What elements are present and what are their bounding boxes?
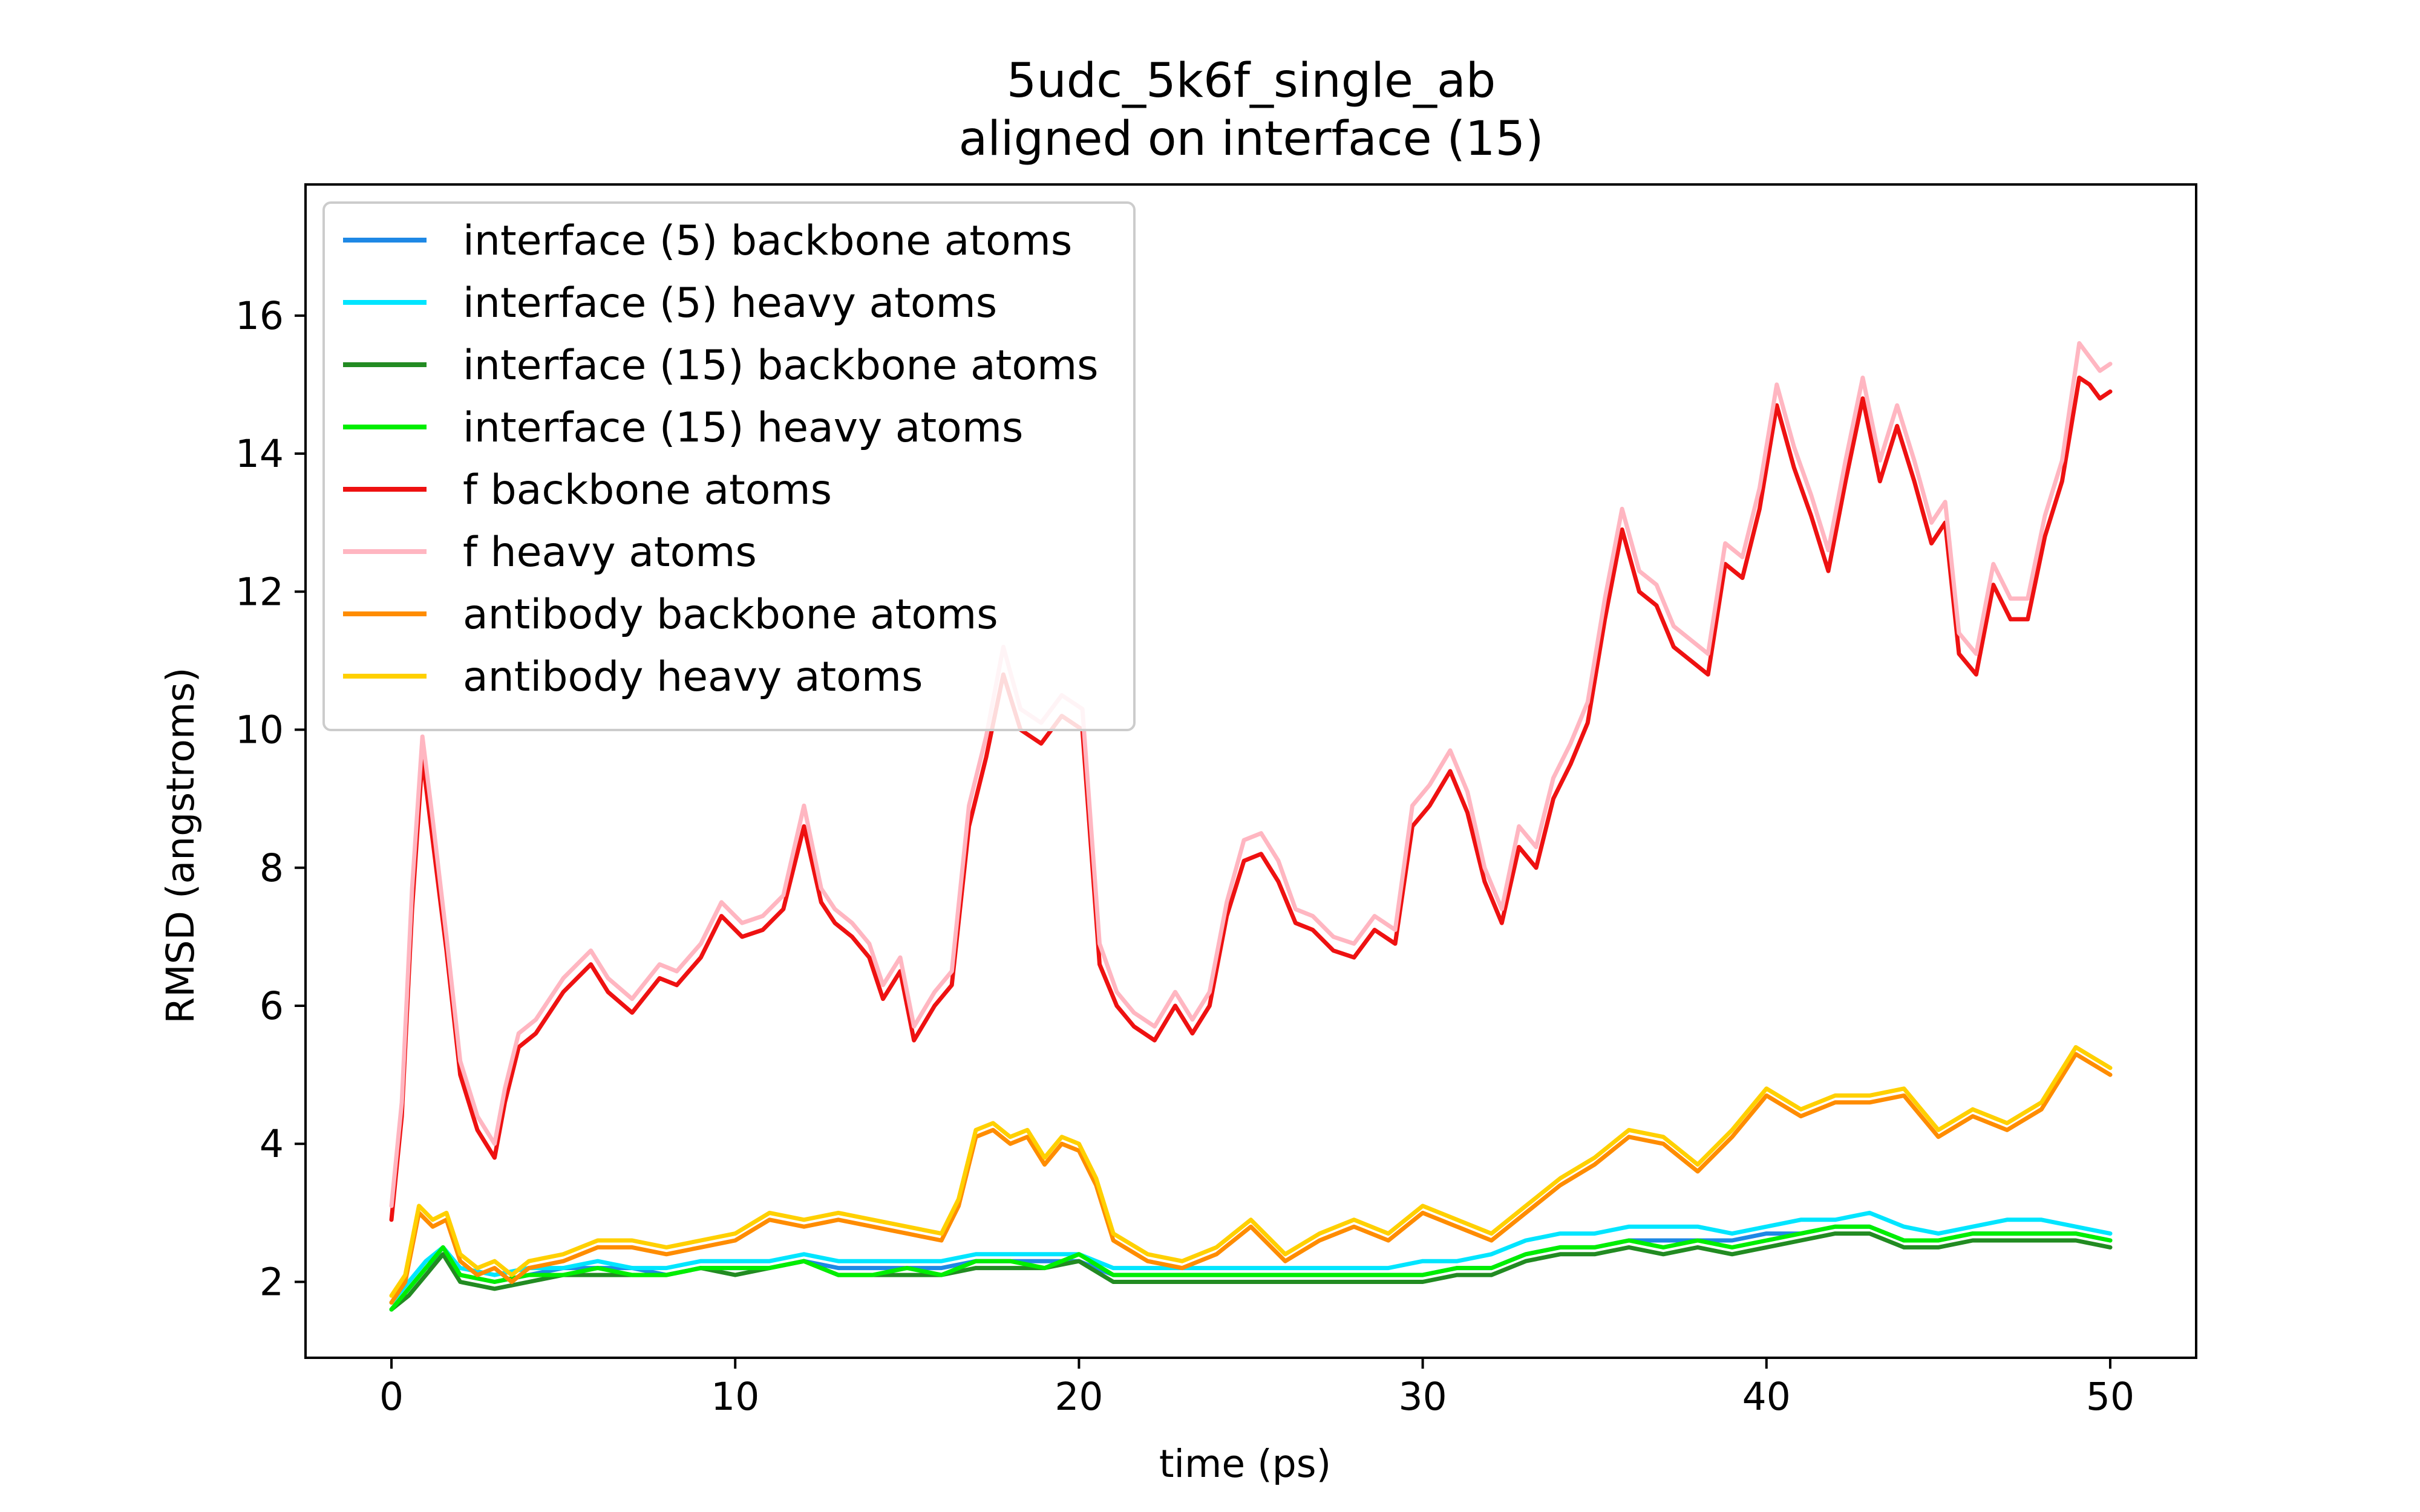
series-line-4 [389,1224,2113,1312]
legend-label: antibody backbone atoms [463,591,998,639]
y-axis-label: RMSD (angstroms) [159,667,203,1023]
x-tick-label: 0 [379,1375,404,1419]
x-tick-label: 10 [711,1375,759,1419]
legend-label: interface (15) backbone atoms [463,342,1099,389]
x-tick-label: 50 [2086,1375,2134,1419]
legend-label: f heavy atoms [463,529,757,576]
chart-title: 5udc_5k6f_single_ab [1007,54,1496,108]
x-tick-label: 30 [1399,1375,1447,1419]
axes-frame [304,183,2197,1359]
legend-label: antibody heavy atoms [463,653,923,701]
series-line-3 [389,1231,2113,1312]
legend-label: f backbone atoms [463,466,832,514]
axes: 0 10 20 30 40 50 2 4 6 8 10 12 14 16 [235,183,2197,1419]
x-tick-label: 20 [1055,1375,1103,1419]
series-line-2 [389,1210,2113,1305]
series-line-8 [389,1045,2113,1298]
y-tick-label: 10 [235,708,284,752]
legend-label: interface (5) backbone atoms [463,217,1072,265]
y-tick-label: 12 [235,570,284,614]
y-tick-label: 4 [260,1122,284,1166]
y-tick-label: 14 [235,432,284,476]
y-tick-label: 8 [260,846,284,890]
legend-label: interface (15) heavy atoms [463,404,1023,452]
x-axis-label: time (ps) [1159,1442,1331,1486]
series-line-5 [389,376,2113,1222]
y-tick-label: 6 [260,984,284,1028]
plot-area [389,341,2113,1312]
legend-label: interface (5) heavy atoms [463,279,997,327]
chart-subtitle: aligned on interface (15) [958,112,1543,166]
x-tick-label: 40 [1742,1375,1791,1419]
series-line-6 [389,341,2113,1208]
legend: interface (5) backbone atoms interface (5… [322,201,1136,731]
y-tick-label: 2 [260,1260,284,1304]
y-tick-label: 16 [235,294,284,338]
legend-box [322,201,1136,731]
